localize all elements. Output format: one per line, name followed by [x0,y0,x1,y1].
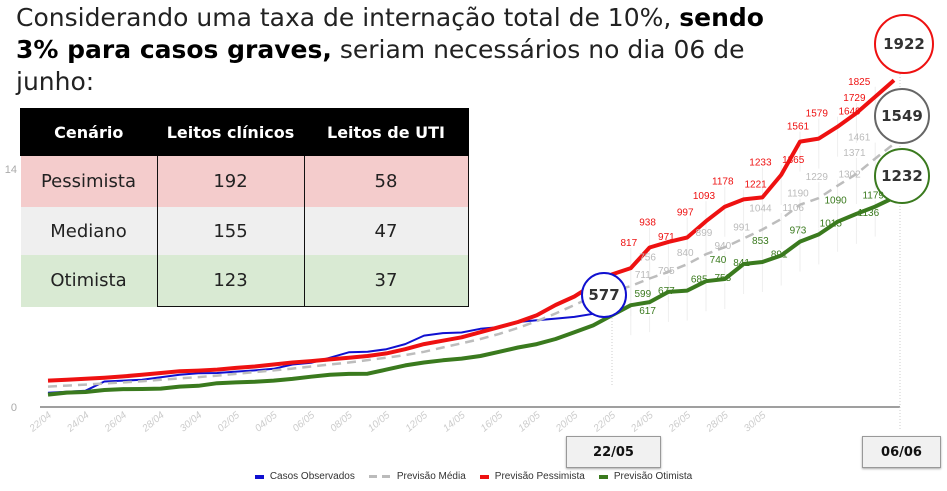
optimistic-end-callout: 1232 [874,148,930,204]
legend-item-observed: Casos Observados [254,471,355,482]
scenario-cell: Otimista [20,255,157,307]
legend-label: Previsão Média [396,471,466,482]
series-line-0 [47,307,613,394]
date-box-06-06: 06/06 [862,436,941,468]
scenario-cell: Mediano [20,207,157,255]
legend-label: Previsão Otimista [613,471,693,482]
title-text: Considerando uma taxa de internação tota… [16,3,680,32]
title-text-end: seriam necessários no dia 06 de junho: [16,35,745,96]
legend-item-optimistic: Previsão Otimista [598,471,693,482]
pessimistic-end-callout: 1922 [874,14,934,74]
series-line-3 [47,195,895,397]
legend-item-pessimistic: Previsão Pessimista [479,471,585,482]
legend-item-average: Previsão Média [368,471,466,482]
icu-cell: 58 [303,155,469,207]
table-row: Otimista 123 37 [20,255,469,307]
clinical-cell: 192 [156,155,305,207]
scenario-table: Cenário Leitos clínicos Leitos de UTI Pe… [20,108,469,307]
header-icu-beds: Leitos de UTI [303,108,469,156]
legend-swatch [254,474,264,479]
observed-last-callout: 577 [581,272,627,318]
table-row: Pessimista 192 58 [20,155,469,207]
legend: Casos Observados Previsão Média Previsão… [0,471,947,482]
icu-cell: 47 [303,207,469,255]
legend-swatch [368,475,391,478]
date-box-22-05: 22/05 [566,436,661,468]
series-line-2 [47,78,896,383]
table-row: Mediano 155 47 [20,207,469,255]
clinical-cell: 155 [156,207,305,255]
table-header-row: Cenário Leitos clínicos Leitos de UTI [20,108,469,156]
scenario-cell: Pessimista [20,155,157,207]
title-bold-text: sendo 3% para casos graves, [16,3,764,64]
legend-swatch [479,474,489,479]
series-line-1 [47,142,895,388]
average-end-callout: 1549 [874,88,930,144]
icu-cell: 37 [303,255,469,307]
clinical-cell: 123 [156,255,305,307]
header-scenario: Cenário [20,108,158,156]
legend-label: Casos Observados [269,471,355,482]
header-clinical-beds: Leitos clínicos [156,108,305,156]
series-lines [47,78,896,397]
page-title: Considerando uma taxa de internação tota… [16,2,786,98]
legend-label: Previsão Pessimista [494,471,585,482]
legend-swatch [598,474,608,479]
